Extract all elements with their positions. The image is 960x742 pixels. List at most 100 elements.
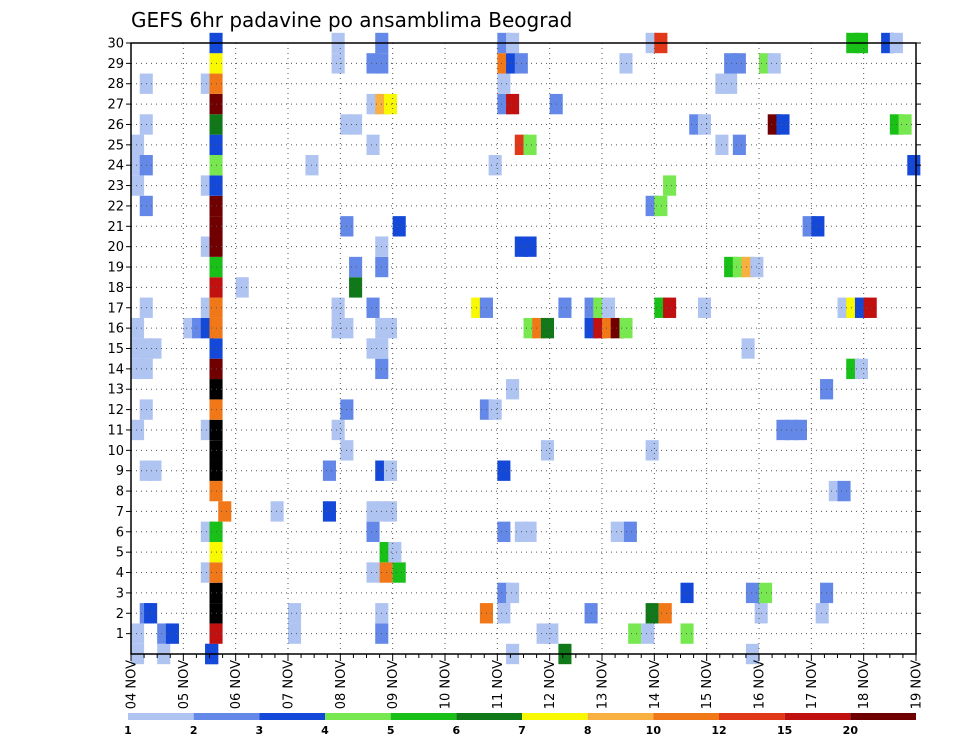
- heatmap-cell: [741, 338, 755, 359]
- legend-swatch: [653, 713, 719, 720]
- y-tick-label: 23: [107, 179, 124, 194]
- heatmap-cell: [366, 521, 380, 542]
- heatmap-cell: [131, 317, 145, 339]
- heatmap-cell: [745, 582, 759, 604]
- x-tick-label: 08 NOV: [334, 660, 349, 709]
- heatmap-cell: [235, 277, 249, 298]
- y-tick-label: 4: [116, 566, 124, 581]
- y-tick-label: 26: [107, 118, 124, 133]
- legend-tick-label: 20: [843, 724, 859, 737]
- heatmap-cell: [322, 501, 336, 522]
- heatmap-cell: [144, 603, 158, 624]
- y-tick-label: 2: [116, 607, 124, 622]
- heatmap-cell: [488, 155, 502, 176]
- y-tick-label: 20: [107, 240, 124, 255]
- heatmap-cell: [497, 460, 511, 481]
- heatmap-cell: [680, 582, 694, 604]
- legend-swatch: [193, 713, 260, 720]
- heatmap-cell: [793, 419, 807, 441]
- legend-swatch: [784, 713, 851, 720]
- x-tick-label: 11 NOV: [491, 660, 506, 709]
- heatmap-cell: [654, 195, 668, 217]
- legend-tick-label: 10: [646, 724, 662, 737]
- heatmap-cell: [619, 53, 633, 74]
- y-tick-label: 28: [107, 77, 124, 92]
- legend-swatch: [719, 713, 785, 720]
- legend-tick-label: 4: [321, 724, 329, 737]
- heatmap-cell: [641, 623, 655, 644]
- y-tick-label: 25: [107, 138, 124, 153]
- y-tick-label: 15: [107, 342, 124, 357]
- heatmap-cell: [497, 73, 511, 94]
- heatmap-cell: [270, 501, 284, 522]
- heatmap-cell: [131, 134, 145, 156]
- legend-swatch: [850, 713, 916, 720]
- legend-swatch: [128, 713, 194, 720]
- y-tick-label: 21: [107, 220, 124, 235]
- y-tick-label: 13: [107, 383, 124, 398]
- heatmap-cell: [288, 603, 302, 624]
- x-tick-label: 18 NOV: [857, 660, 872, 709]
- legend-tick-label: 15: [777, 724, 792, 737]
- heatmap-cell: [523, 236, 537, 257]
- heatmap-cell: [366, 297, 380, 318]
- legend-swatch: [390, 713, 457, 720]
- heatmap-cell: [540, 317, 555, 339]
- legend-tick-label: 3: [256, 724, 264, 737]
- x-tick-label: 10 NOV: [439, 660, 454, 709]
- y-tick-label: 7: [116, 505, 124, 520]
- heatmap-cell: [558, 297, 572, 318]
- legend-swatch: [587, 713, 654, 720]
- heatmap-cell: [815, 603, 829, 624]
- heatmap-cell: [732, 53, 746, 74]
- x-tick-label: 04 NOV: [125, 660, 140, 709]
- heatmap-cell: [645, 440, 659, 461]
- heatmap-cell: [366, 562, 380, 583]
- x-tick-label: 16 NOV: [753, 660, 768, 709]
- heatmap-cell: [663, 175, 677, 196]
- x-tick-label: 13 NOV: [596, 660, 611, 709]
- legend-tick-label: 7: [518, 724, 526, 737]
- heatmap-cell: [776, 114, 790, 135]
- heatmap-cell: [759, 582, 773, 604]
- y-tick-label: 29: [107, 57, 124, 72]
- heatmap-cell: [383, 93, 398, 115]
- y-tick-label: 12: [107, 403, 124, 418]
- heatmap-cell: [523, 521, 537, 542]
- heatmap-cell: [349, 277, 363, 298]
- x-tick-label: 12 NOV: [543, 660, 558, 709]
- heatmap-cell: [392, 562, 406, 583]
- heatmap-cell: [623, 521, 637, 542]
- heatmap-cell: [383, 317, 398, 339]
- heatmap-cell: [383, 501, 398, 522]
- y-tick-label: 19: [107, 261, 124, 276]
- heatmap-cell: [697, 114, 712, 135]
- legend-tick-label: 2: [190, 724, 198, 737]
- heatmap-cell: [619, 317, 633, 339]
- axis-ticks: 1234567891011121314151617181920212223242…: [107, 37, 924, 710]
- legend-tick-label: 5: [387, 724, 395, 737]
- y-tick-label: 9: [116, 464, 124, 479]
- heatmap-cell: [331, 419, 345, 441]
- y-tick-label: 6: [116, 525, 124, 540]
- heatmap-cell: [131, 419, 145, 441]
- heatmap-cell: [540, 440, 555, 461]
- y-tick-label: 5: [116, 546, 124, 561]
- y-tick-label: 27: [107, 98, 124, 113]
- heatmap-cell: [331, 297, 345, 318]
- y-tick-label: 24: [107, 159, 124, 174]
- heatmap-cell: [506, 379, 520, 400]
- heatmap-cell: [506, 93, 520, 115]
- x-tick-label: 17 NOV: [805, 660, 820, 709]
- x-tick-label: 07 NOV: [282, 660, 297, 709]
- chart-title: GEFS 6hr padavine po ansamblima Beograd: [131, 8, 572, 32]
- legend-swatch: [259, 713, 325, 720]
- heatmap-cell: [680, 623, 694, 644]
- heatmap-cell: [322, 460, 336, 481]
- heatmap-cell: [148, 338, 162, 359]
- x-tick-label: 06 NOV: [229, 660, 244, 709]
- x-tick-label: 14 NOV: [648, 660, 663, 709]
- heatmap-cell: [165, 623, 179, 644]
- x-tick-label: 15 NOV: [700, 660, 715, 709]
- legend-tick-label: 12: [711, 724, 726, 737]
